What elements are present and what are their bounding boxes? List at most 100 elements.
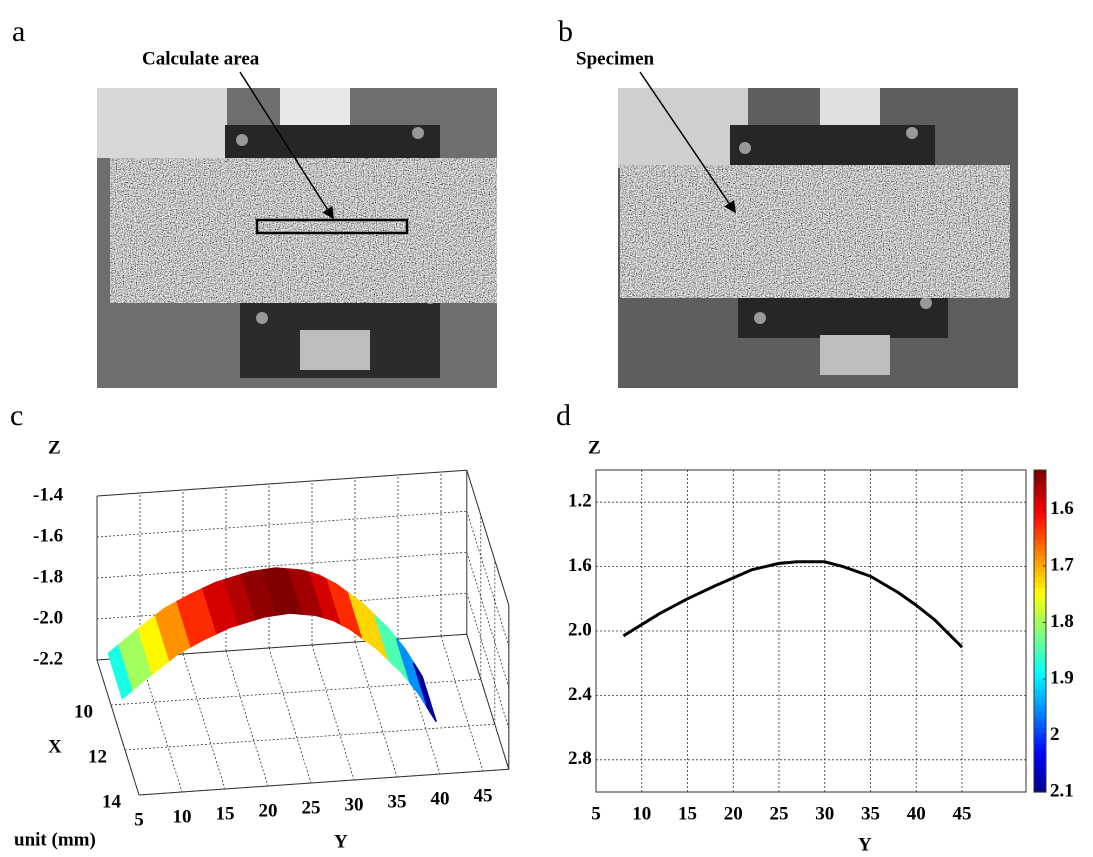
colorbar-swatch (1034, 491, 1046, 498)
colorbar-swatch (1034, 690, 1046, 696)
colorbar-swatch (1034, 732, 1046, 739)
colorbar-swatch (1034, 775, 1046, 782)
colorbar-swatch (1034, 609, 1046, 616)
axis-label: X (48, 736, 62, 757)
y-tick-label: 10 (173, 806, 192, 827)
y-tick-label: 1.6 (568, 555, 592, 576)
colorbar-swatch (1034, 550, 1046, 557)
grid-line (268, 647, 312, 784)
axis-label: Z (588, 437, 601, 458)
x-tick-label: 25 (769, 803, 788, 824)
colorbar-swatch (1034, 786, 1046, 793)
colorbar-swatch (1034, 614, 1046, 621)
y-tick-label: 30 (345, 794, 364, 815)
colorbar-swatch (1034, 754, 1046, 761)
x-tick-label: 35 (861, 803, 880, 824)
surface-patch (395, 638, 429, 709)
colorbar-swatch (1034, 770, 1046, 777)
colorbar-swatch (1034, 641, 1046, 648)
colorbar-swatch (1034, 684, 1046, 691)
colorbar-swatch (1034, 647, 1046, 654)
y-tick-label: 2.8 (568, 748, 592, 769)
panel-label: d (556, 399, 571, 432)
grid-line (182, 653, 226, 790)
grid-line (96, 510, 467, 538)
colorbar-swatch (1034, 588, 1046, 595)
surface-patch (412, 662, 437, 723)
x-tick-label: 45 (952, 803, 971, 824)
grid-line (96, 469, 467, 497)
axis-label: Z (48, 437, 61, 458)
colorbar-swatch (1034, 652, 1046, 659)
colorbar-swatch (1034, 545, 1046, 552)
annotation: Calculate area (142, 48, 260, 69)
x-tick-label: 15 (678, 803, 697, 824)
colorbar-swatch (1034, 604, 1046, 611)
grid-line (96, 551, 467, 579)
grid-line (138, 768, 509, 796)
z-tick-label: -2.2 (33, 648, 63, 669)
x-tick-label: 30 (815, 803, 834, 824)
colorbar-swatch (1034, 663, 1046, 670)
colorbar-swatch (1034, 679, 1046, 686)
y-tick-label: 35 (388, 791, 407, 812)
grid-line (466, 470, 510, 606)
colorbar-swatch (1034, 711, 1046, 718)
colorbar-swatch (1034, 555, 1046, 562)
colorbar-swatch (1034, 470, 1046, 476)
colorbar-swatch (1034, 631, 1046, 637)
grid-line (311, 644, 355, 781)
colorbar-swatch (1034, 502, 1046, 509)
colorbar-swatch (1034, 765, 1046, 772)
y-tick-label: 15 (216, 803, 235, 824)
x-tick-label: 20 (724, 803, 743, 824)
axis-label: Y (858, 834, 872, 855)
colorbar-swatch (1034, 518, 1046, 525)
grid-line (466, 552, 510, 688)
colorbar-swatch (1034, 582, 1046, 589)
colorbar-frame (1033, 469, 1047, 793)
photo-b (618, 71, 1018, 388)
colorbar-swatch (1034, 695, 1046, 702)
colorbar-swatch (1034, 668, 1046, 675)
colorbar-swatch (1034, 673, 1046, 680)
panel-label: b (558, 15, 573, 48)
colorbar-swatch (1034, 636, 1046, 643)
colorbar-swatch (1034, 743, 1046, 750)
y-tick-label: 1.2 (568, 491, 592, 512)
colorbar-swatch (1034, 475, 1046, 482)
colorbar-swatch (1034, 749, 1046, 756)
colorbar-swatch (1034, 598, 1046, 605)
z-tick-label: -2.0 (33, 607, 63, 628)
data-line (622, 560, 964, 649)
y-tick-label: 20 (259, 800, 278, 821)
colorbar-swatch (1034, 512, 1046, 519)
y-tick-label: 45 (474, 785, 493, 806)
colorbar-swatch (1034, 700, 1046, 707)
colorbar-swatch (1034, 593, 1046, 600)
y-tick-label: 2.0 (568, 619, 592, 640)
colorbar-swatch (1034, 507, 1046, 514)
axis-label: Y (334, 831, 348, 852)
colorbar-swatch (1034, 759, 1046, 766)
panel-label: c (10, 399, 23, 432)
z-tick-label: -1.6 (33, 525, 63, 546)
colorbar-swatch (1034, 781, 1046, 788)
annotation: Specimen (576, 48, 655, 69)
x-tick-label: 40 (907, 803, 926, 824)
grid-line (96, 659, 140, 796)
y-tick-label: 5 (134, 809, 144, 830)
z-tick-label: -1.8 (33, 566, 63, 587)
grid-line (139, 656, 183, 793)
colorbar-swatch (1034, 716, 1046, 723)
colorbar-swatch (1034, 534, 1046, 541)
colorbar-swatch (1034, 539, 1046, 546)
colorbar-swatch (1034, 620, 1046, 627)
grid-line (466, 593, 510, 729)
colorbar-swatch (1034, 727, 1046, 734)
grid-line (124, 723, 495, 751)
grid-line (466, 634, 510, 770)
y-tick-label: 25 (302, 797, 321, 818)
colorbar-swatch (1034, 529, 1046, 535)
